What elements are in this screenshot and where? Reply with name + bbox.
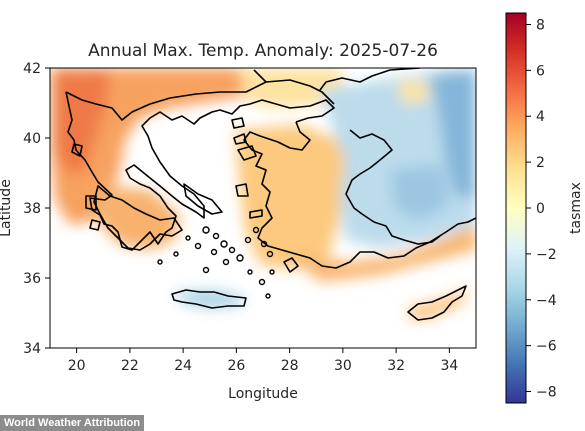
mainland-greece-coast [65,91,335,251]
island [202,266,210,274]
island [228,246,236,254]
colorbar-tick-label: 8 [536,17,545,33]
colorbar-tick-label: −4 [536,293,557,309]
zakynthos-coast [89,219,101,231]
colorbar-tick-label: 6 [536,63,545,79]
map-title: Annual Max. Temp. Anomaly: 2025-07-26 [88,41,438,61]
island [266,250,274,258]
plot-area [50,68,476,348]
x-tick-label: 32 [387,358,405,374]
peloponnese-land [95,185,180,250]
colorbar-tick-label: 2 [536,155,545,171]
thasos-coast [231,117,245,129]
x-tick-label: 24 [174,358,192,374]
island [247,269,253,275]
anatolia-central-cold [390,165,450,220]
colorbar-tick-label: 4 [536,109,545,125]
island [220,240,228,248]
lesbos-coast [237,145,257,161]
x-tick-label: 22 [121,358,139,374]
island [185,235,191,241]
corfu-coast [71,143,83,157]
cyprus-coast [407,285,467,321]
inner-anatolia-line [345,129,441,245]
y-axis-label: Latitude [0,179,14,237]
thrace-land [240,68,345,108]
x-tick-label: 26 [227,358,245,374]
x-axis-label: Longitude [228,386,298,402]
y-axis-ticks: 34 36 38 40 42 [23,61,50,357]
island [265,293,271,299]
island [258,278,266,286]
albania-hot [55,70,110,175]
island [244,236,252,244]
colorbar-tick-label: 0 [536,201,545,217]
colorbar-label: tasmax [568,182,584,234]
lemnos-coast [233,133,247,145]
anatolia-coast [243,68,476,269]
island [236,254,244,262]
albania-border [65,69,267,121]
bulgaria-border [265,79,335,105]
y-tick-label: 38 [23,201,41,217]
colorbar-tick-label: −8 [536,385,557,401]
euboea-coast [183,183,223,215]
ankara-warm-spot [395,80,430,105]
colorbar-tick-label: −2 [536,247,557,263]
island [260,240,268,248]
crete-coast [171,289,247,309]
y-tick-label: 40 [23,131,41,147]
x-tick-label: 20 [68,358,86,374]
island [157,259,163,265]
x-tick-label: 28 [281,358,299,374]
coastlines [65,68,476,321]
island [173,251,179,257]
cyprus-land [408,288,470,320]
colorbar-ticks: 8 6 4 2 0 −2 −4 −6 −8 [526,17,557,401]
anatolia-west [235,125,350,270]
island [252,226,260,234]
x-axis-ticks: 20 22 24 26 28 30 32 34 [68,348,458,374]
anatolia-east-cold [430,70,476,200]
kefalonia-coast [85,195,97,211]
colorbar [505,12,527,404]
colorbar-tick-label: −6 [536,339,557,355]
island [210,248,218,256]
peloponnese-coast [93,185,183,251]
island [212,232,220,240]
y-tick-label: 34 [23,341,41,357]
x-tick-label: 34 [440,358,458,374]
attribution-label: World Weather Attribution [0,415,145,431]
island [222,258,230,266]
rhodes-coast [283,257,299,273]
samos-coast [249,209,263,219]
island [194,242,202,250]
aegean-islands [157,226,275,299]
chios-coast [235,183,249,197]
y-tick-label: 42 [23,61,41,77]
island [202,226,210,234]
anomaly-field [50,68,476,320]
island [269,269,275,275]
y-tick-label: 36 [23,271,41,287]
x-tick-label: 30 [334,358,352,374]
